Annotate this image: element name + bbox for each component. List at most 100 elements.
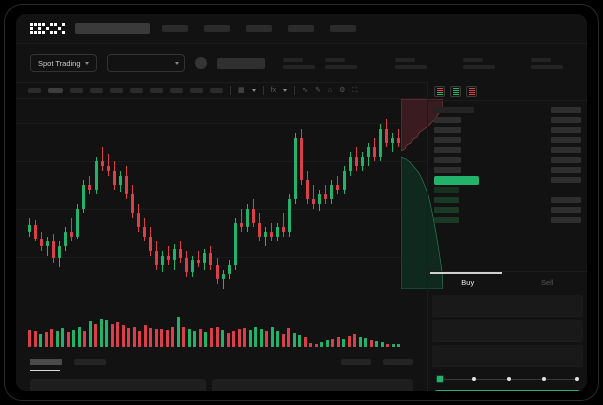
tab-sell[interactable]: Sell — [540, 278, 554, 287]
volume-bar — [33, 331, 37, 347]
chevron-down-icon[interactable] — [251, 89, 256, 92]
orderbook-ask-row[interactable] — [434, 125, 581, 135]
orderbook-bid-row[interactable] — [434, 195, 581, 205]
candle — [306, 105, 310, 305]
timeframe-button-10[interactable] — [210, 88, 223, 93]
volume-bar — [165, 330, 169, 347]
orderbook-ask-row[interactable] — [434, 155, 581, 165]
alert-icon[interactable]: ⌂ — [327, 87, 333, 94]
nav-item-1[interactable] — [162, 25, 188, 32]
candle — [100, 105, 104, 305]
slider-stop-25[interactable] — [472, 377, 476, 381]
candle — [390, 105, 394, 305]
total-field[interactable] — [432, 345, 583, 367]
price-field[interactable] — [432, 295, 583, 317]
timeframe-button-2[interactable] — [48, 88, 63, 93]
pencil-icon[interactable]: ✎ — [314, 87, 321, 94]
volume-bar — [320, 342, 324, 347]
volume-bar — [309, 343, 313, 347]
candle — [191, 105, 195, 305]
orderbook-asks-icon[interactable] — [466, 86, 477, 97]
slider-handle[interactable] — [436, 375, 444, 383]
timeframe-button-1[interactable] — [28, 88, 41, 93]
settings-icon[interactable]: ⚙ — [339, 87, 346, 94]
candle — [330, 105, 334, 305]
depth-svg — [401, 99, 443, 289]
toolbar-divider — [262, 86, 264, 95]
app-screen: Spot Trading — [16, 14, 587, 391]
orderbook-ask-row[interactable] — [434, 145, 581, 155]
volume-bar — [303, 337, 307, 347]
volume-bar — [353, 333, 357, 347]
volume-bar — [265, 331, 269, 347]
volume-bar — [248, 330, 252, 347]
orders-panel — [16, 379, 427, 391]
candle — [112, 105, 116, 305]
candle — [58, 105, 62, 305]
tab-open-orders[interactable] — [30, 359, 62, 371]
pair-avatar — [194, 57, 207, 69]
timeframe-button-5[interactable] — [110, 88, 123, 93]
nav-item-5[interactable] — [330, 25, 356, 32]
candle — [348, 105, 352, 305]
tab-order-history[interactable] — [74, 359, 106, 365]
slider-stop-50[interactable] — [507, 377, 511, 381]
amount-field[interactable] — [432, 320, 583, 342]
volume-bar — [50, 328, 54, 347]
slider-stop-100[interactable] — [575, 377, 579, 381]
volume-bar — [325, 339, 329, 347]
indicator-icon[interactable]: fx — [270, 87, 277, 94]
orderbook-bid-row[interactable] — [434, 185, 581, 195]
slider-stop-75[interactable] — [542, 377, 546, 381]
timeframe-button-3[interactable] — [70, 88, 83, 93]
candle — [384, 105, 388, 305]
tab-buy[interactable]: Buy — [461, 278, 475, 287]
fullscreen-icon[interactable]: ⛶ — [352, 87, 358, 94]
trading-mode-dropdown[interactable]: Spot Trading — [30, 54, 97, 72]
candle — [372, 105, 376, 305]
candle — [185, 105, 189, 305]
orders-action-2[interactable] — [383, 359, 413, 365]
line-tool-icon[interactable]: ∿ — [302, 87, 308, 94]
timeframe-button-9[interactable] — [190, 88, 203, 93]
timeframe-button-8[interactable] — [170, 88, 183, 93]
price-chart[interactable] — [16, 99, 427, 347]
nav-item-2[interactable] — [204, 25, 230, 32]
chevron-down-icon[interactable] — [283, 89, 288, 92]
volume-bar — [221, 330, 224, 347]
search-input[interactable] — [75, 23, 150, 34]
volume-bar — [39, 333, 43, 347]
volume-bar — [369, 339, 373, 347]
orderbook-both-icon[interactable] — [434, 86, 445, 97]
candle — [288, 105, 292, 305]
candle — [34, 105, 38, 305]
timeframe-button-7[interactable] — [150, 88, 163, 93]
candle — [197, 105, 201, 305]
okx-logo-icon[interactable] — [30, 23, 65, 34]
orderbook-ask-row[interactable] — [434, 135, 581, 145]
volume-bar — [61, 328, 65, 347]
orderbook-rows[interactable] — [428, 101, 587, 271]
volume-bar — [143, 325, 147, 347]
volume-histogram — [28, 317, 403, 347]
orderbook-bid-row[interactable] — [434, 205, 581, 215]
orders-block-left — [30, 379, 206, 391]
amount-percent-slider[interactable] — [436, 373, 579, 385]
orderbook-ask-row[interactable] — [434, 115, 581, 125]
orders-action-1[interactable] — [341, 359, 371, 365]
volume-bar — [110, 323, 114, 347]
candle — [324, 105, 328, 305]
orderbook-bids-icon[interactable] — [450, 86, 461, 97]
market-subheader: Spot Trading — [16, 44, 587, 82]
nav-item-3[interactable] — [246, 25, 272, 32]
orderbook-ask-row[interactable] — [434, 165, 581, 175]
candle — [215, 105, 219, 305]
timeframe-button-4[interactable] — [90, 88, 103, 93]
candlestick-icon[interactable]: ▦ — [238, 87, 245, 94]
orderbook-bid-row[interactable] — [434, 215, 581, 225]
pair-select-dropdown[interactable] — [106, 54, 185, 72]
candle — [142, 105, 146, 305]
nav-item-4[interactable] — [288, 25, 314, 32]
submit-buy-button[interactable] — [434, 390, 581, 391]
timeframe-button-6[interactable] — [130, 88, 143, 93]
